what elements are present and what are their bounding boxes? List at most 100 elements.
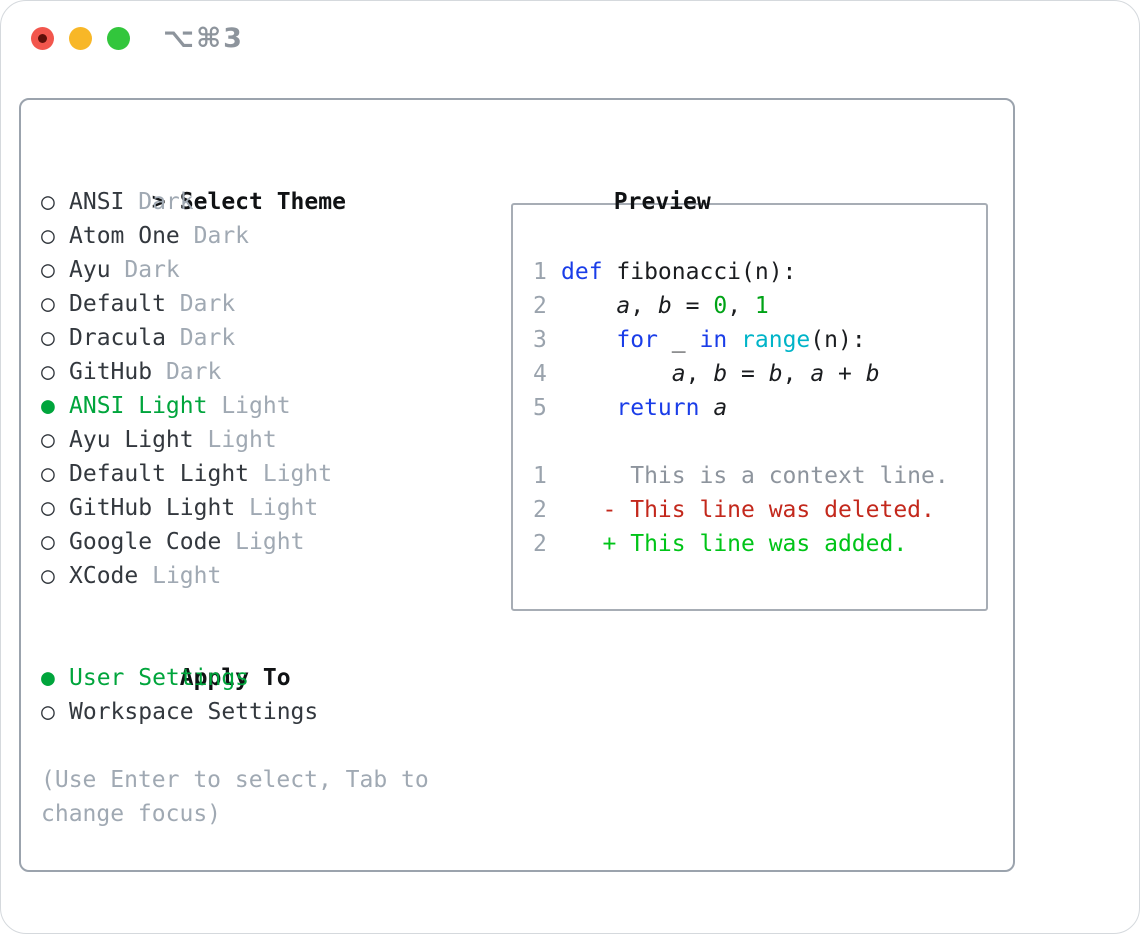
apply-option-user-settings[interactable]: ● User Settings — [41, 661, 429, 695]
theme-name: ANSI Light — [69, 393, 208, 419]
theme-picker-panel: > Select Theme ○ ANSI Dark ○ Atom One Dark ○ A… — [19, 98, 1015, 872]
code-segment — [561, 327, 616, 353]
theme-option-dracula[interactable]: ○ Dracula Dark — [41, 321, 429, 355]
theme-name: XCode — [69, 563, 139, 589]
theme-name: Ayu Light — [69, 427, 194, 453]
code-segment: , — [782, 361, 811, 387]
radio-unselected-icon: ○ — [41, 699, 55, 725]
theme-variant: Dark — [179, 223, 250, 249]
theme-option-github-light[interactable]: ○ GitHub Light Light — [41, 491, 429, 525]
maximize-button[interactable] — [107, 27, 130, 50]
code-segment — [727, 327, 741, 353]
theme-option-ayu-light[interactable]: ○ Ayu Light Light — [41, 423, 429, 457]
radio-selected-icon: ● — [41, 665, 55, 691]
code-segment: b — [768, 361, 783, 387]
code-segment: a — [616, 293, 631, 319]
theme-option-github[interactable]: ○ GitHub Dark — [41, 355, 429, 389]
code-segment: This is a context line. — [561, 463, 949, 489]
spacer — [41, 729, 429, 763]
theme-name: Google Code — [69, 529, 222, 555]
radio-unselected-icon: ○ — [41, 189, 55, 215]
code-segment: a — [713, 395, 728, 421]
preview-header: Preview — [503, 151, 988, 215]
code-segment: , — [630, 293, 658, 319]
theme-option-ayu[interactable]: ○ Ayu Dark — [41, 253, 429, 287]
code-segment: a — [671, 361, 686, 387]
code-segment: 1 — [754, 293, 769, 319]
radio-unselected-icon: ○ — [41, 325, 55, 351]
code-segment — [561, 293, 616, 319]
theme-name: Ayu — [69, 257, 111, 283]
preview-title: Preview — [613, 189, 711, 215]
theme-list: ○ ANSI Dark ○ Atom One Dark ○ Ayu Dark ○ Defaul… — [41, 185, 429, 593]
code-segment: return — [616, 395, 700, 421]
blank-line — [533, 221, 986, 255]
code-segment: = — [727, 361, 769, 387]
spacer — [41, 593, 429, 627]
radio-unselected-icon: ○ — [41, 529, 55, 555]
apply-option-workspace-settings[interactable]: ○ Workspace Settings — [41, 695, 429, 729]
radio-unselected-icon: ○ — [41, 563, 55, 589]
radio-selected-icon: ● — [41, 393, 55, 419]
code-line: 5 return a — [533, 391, 986, 425]
code-segment: , — [685, 361, 714, 387]
line-number: 1 — [533, 463, 547, 489]
theme-option-atom-one[interactable]: ○ Atom One Dark — [41, 219, 429, 253]
code-segment — [699, 395, 713, 421]
code-segment — [561, 395, 616, 421]
code-segment: a — [810, 361, 825, 387]
select-theme-title: Select Theme — [179, 189, 346, 215]
code-segment: in — [699, 327, 728, 353]
radio-unselected-icon: ○ — [41, 223, 55, 249]
theme-name: Default — [69, 291, 166, 317]
hint-line: change focus) — [41, 801, 222, 827]
theme-name: ANSI — [69, 189, 125, 215]
code-segment: b — [713, 361, 728, 387]
window-title: ⌥⌘3 — [163, 23, 244, 54]
blank-line — [533, 425, 986, 459]
code-segment — [561, 361, 672, 387]
apply-label: Workspace Settings — [69, 699, 319, 725]
radio-unselected-icon: ○ — [41, 461, 55, 487]
code-segment: , — [727, 293, 755, 319]
theme-variant: Dark — [165, 325, 236, 351]
radio-unselected-icon: ○ — [41, 495, 55, 521]
window-titlebar: ⌥⌘3 — [1, 1, 1139, 76]
code-segment: _ — [657, 327, 700, 353]
theme-option-ansi[interactable]: ○ ANSI Dark — [41, 185, 429, 219]
theme-variant: Light — [221, 529, 305, 555]
theme-variant: Light — [207, 393, 291, 419]
close-button[interactable] — [31, 27, 54, 50]
code-segment: + — [824, 361, 866, 387]
theme-variant: Light — [235, 495, 319, 521]
theme-option-default[interactable]: ○ Default Dark — [41, 287, 429, 321]
apply-to-title: Apply To — [179, 665, 291, 691]
theme-option-ansi-light[interactable]: ● ANSI Light Light — [41, 389, 429, 423]
hint-line: (Use Enter to select, Tab to — [41, 767, 429, 793]
radio-unselected-icon: ○ — [41, 257, 55, 283]
line-number: 3 — [533, 327, 547, 353]
theme-option-google-code[interactable]: ○ Google Code Light — [41, 525, 429, 559]
code-segment: = — [671, 293, 714, 319]
code-segment: b — [657, 293, 672, 319]
theme-option-xcode[interactable]: ○ XCode Light — [41, 559, 429, 593]
code-line: 2 - This line was deleted. — [533, 493, 986, 527]
code-line: 2 a, b = 0, 1 — [533, 289, 986, 323]
code-segment: 0 — [713, 293, 728, 319]
left-column: > Select Theme ○ ANSI Dark ○ Atom One Dark ○ A… — [41, 151, 429, 831]
theme-variant: Dark — [165, 291, 236, 317]
minimize-button[interactable] — [69, 27, 92, 50]
theme-option-default-light[interactable]: ○ Default Light Light — [41, 457, 429, 491]
code-segment: + This line was added. — [561, 531, 908, 557]
line-number: 2 — [533, 497, 547, 523]
theme-variant: Light — [249, 461, 333, 487]
apply-label: User Settings — [69, 665, 250, 691]
code-line: 4 a, b = b, a + b — [533, 357, 986, 391]
theme-name: Default Light — [69, 461, 250, 487]
radio-unselected-icon: ○ — [41, 427, 55, 453]
close-dot-icon — [38, 34, 47, 43]
code-segment: (n): — [810, 327, 866, 353]
radio-unselected-icon: ○ — [41, 291, 55, 317]
